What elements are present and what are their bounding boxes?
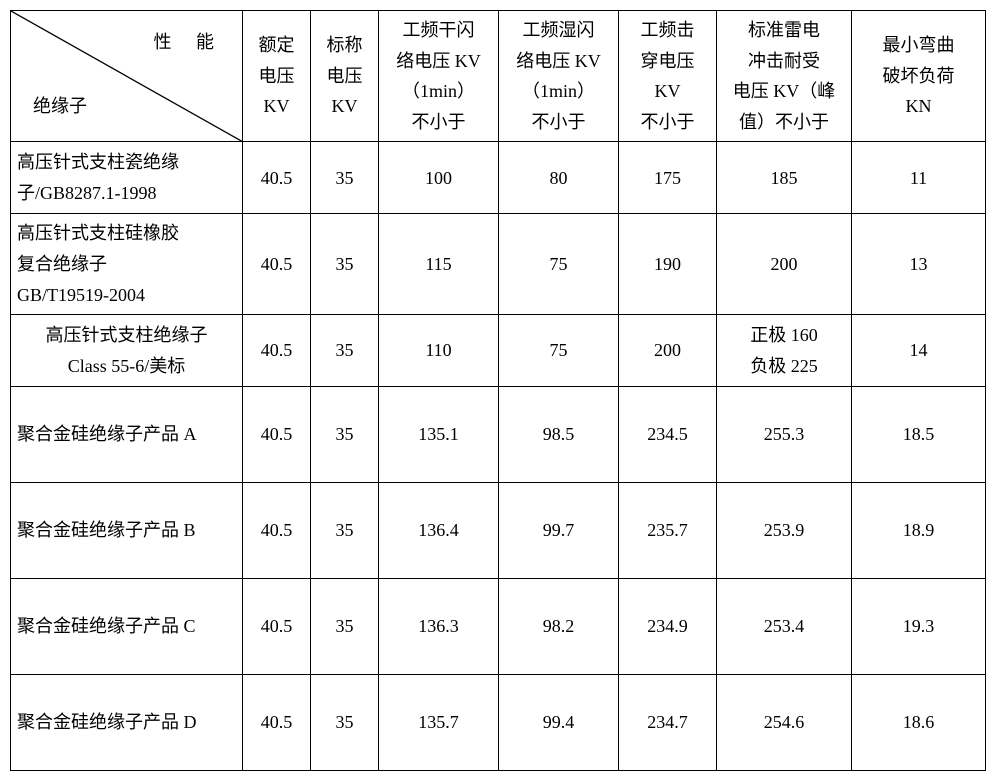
- data-cell: 98.2: [499, 579, 619, 675]
- table-row: 聚合金硅绝缘子产品 A40.535135.198.5234.5255.318.5: [11, 387, 986, 483]
- data-cell: 235.7: [619, 483, 717, 579]
- column-header: 工频击穿电压KV不小于: [619, 11, 717, 142]
- data-cell: 75: [499, 315, 619, 387]
- data-cell: 255.3: [717, 387, 852, 483]
- data-cell: 98.5: [499, 387, 619, 483]
- data-cell: 13: [852, 214, 986, 315]
- data-cell: 75: [499, 214, 619, 315]
- data-cell: 135.1: [379, 387, 499, 483]
- data-cell: 80: [499, 142, 619, 214]
- row-label: 高压针式支柱硅橡胶复合绝缘子GB/T19519-2004: [11, 214, 243, 315]
- data-cell: 14: [852, 315, 986, 387]
- data-cell: 254.6: [717, 675, 852, 771]
- row-label: 聚合金硅绝缘子产品 C: [11, 579, 243, 675]
- insulator-performance-table: 性 能绝缘子额定电压KV标称电压KV工频干闪络电压 KV（1min）不小于工频湿…: [10, 10, 986, 771]
- column-header: 最小弯曲破坏负荷KN: [852, 11, 986, 142]
- column-header: 工频湿闪络电压 KV（1min）不小于: [499, 11, 619, 142]
- data-cell: 35: [311, 483, 379, 579]
- table-row: 高压针式支柱瓷绝缘子/GB8287.1-199840.5351008017518…: [11, 142, 986, 214]
- table-row: 聚合金硅绝缘子产品 C40.535136.398.2234.9253.419.3: [11, 579, 986, 675]
- data-cell: 40.5: [243, 387, 311, 483]
- data-cell: 234.7: [619, 675, 717, 771]
- table-row: 聚合金硅绝缘子产品 B40.535136.499.7235.7253.918.9: [11, 483, 986, 579]
- data-cell: 135.7: [379, 675, 499, 771]
- data-cell: 40.5: [243, 483, 311, 579]
- column-header: 额定电压KV: [243, 11, 311, 142]
- data-cell: 35: [311, 214, 379, 315]
- data-cell: 40.5: [243, 214, 311, 315]
- data-cell: 200: [619, 315, 717, 387]
- data-cell: 18.5: [852, 387, 986, 483]
- data-cell: 100: [379, 142, 499, 214]
- row-label: 聚合金硅绝缘子产品 A: [11, 387, 243, 483]
- data-cell: 18.9: [852, 483, 986, 579]
- data-cell: 253.9: [717, 483, 852, 579]
- data-cell: 190: [619, 214, 717, 315]
- row-label: 高压针式支柱绝缘子Class 55-6/美标: [11, 315, 243, 387]
- data-cell: 185: [717, 142, 852, 214]
- data-cell: 11: [852, 142, 986, 214]
- table-row: 高压针式支柱硅橡胶复合绝缘子GB/T19519-200440.535115751…: [11, 214, 986, 315]
- table-header-row: 性 能绝缘子额定电压KV标称电压KV工频干闪络电压 KV（1min）不小于工频湿…: [11, 11, 986, 142]
- data-cell: 40.5: [243, 142, 311, 214]
- data-cell: 35: [311, 675, 379, 771]
- data-cell: 18.6: [852, 675, 986, 771]
- data-cell: 110: [379, 315, 499, 387]
- table-row: 高压针式支柱绝缘子Class 55-6/美标40.53511075200正极 1…: [11, 315, 986, 387]
- diagonal-header-cell: 性 能绝缘子: [11, 11, 243, 142]
- row-label: 聚合金硅绝缘子产品 B: [11, 483, 243, 579]
- data-cell: 234.5: [619, 387, 717, 483]
- data-cell: 115: [379, 214, 499, 315]
- data-cell: 200: [717, 214, 852, 315]
- row-label: 聚合金硅绝缘子产品 D: [11, 675, 243, 771]
- data-cell: 19.3: [852, 579, 986, 675]
- data-cell: 40.5: [243, 675, 311, 771]
- column-header: 标准雷电冲击耐受电压 KV（峰值）不小于: [717, 11, 852, 142]
- data-cell: 35: [311, 315, 379, 387]
- data-cell: 40.5: [243, 315, 311, 387]
- data-cell: 正极 160负极 225: [717, 315, 852, 387]
- data-cell: 136.3: [379, 579, 499, 675]
- row-label: 高压针式支柱瓷绝缘子/GB8287.1-1998: [11, 142, 243, 214]
- header-insulator-label: 绝缘子: [33, 91, 87, 122]
- data-cell: 40.5: [243, 579, 311, 675]
- data-cell: 35: [311, 579, 379, 675]
- table-row: 聚合金硅绝缘子产品 D40.535135.799.4234.7254.618.6: [11, 675, 986, 771]
- data-cell: 175: [619, 142, 717, 214]
- data-cell: 234.9: [619, 579, 717, 675]
- data-cell: 99.4: [499, 675, 619, 771]
- data-cell: 136.4: [379, 483, 499, 579]
- column-header: 标称电压KV: [311, 11, 379, 142]
- data-cell: 99.7: [499, 483, 619, 579]
- data-cell: 253.4: [717, 579, 852, 675]
- data-cell: 35: [311, 387, 379, 483]
- data-cell: 35: [311, 142, 379, 214]
- header-performance-label: 性 能: [154, 27, 225, 58]
- column-header: 工频干闪络电压 KV（1min）不小于: [379, 11, 499, 142]
